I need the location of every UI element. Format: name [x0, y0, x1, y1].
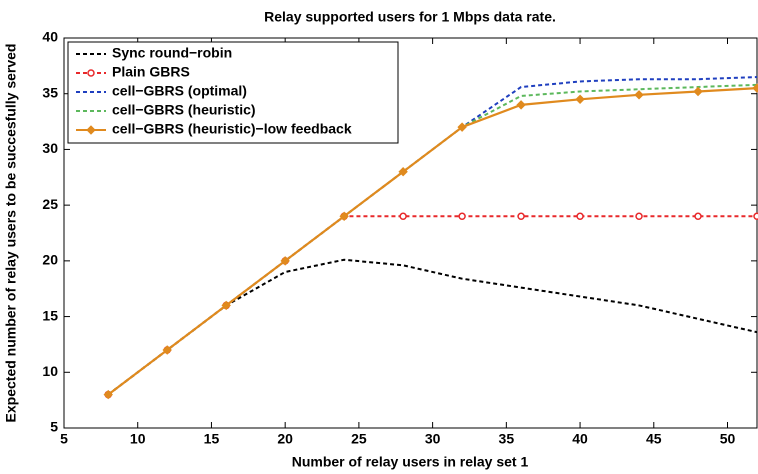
marker [86, 125, 96, 135]
marker [693, 86, 703, 97]
marker [753, 212, 758, 221]
y-tick-label: 20 [42, 252, 58, 268]
marker [280, 256, 290, 266]
y-tick-label: 10 [42, 363, 58, 379]
marker [221, 300, 231, 311]
legend-label: cell−GBRS (heuristic) [112, 102, 256, 118]
legend-label: Sync round−robin [112, 45, 232, 61]
x-tick-label: 45 [646, 431, 662, 447]
y-tick-label: 40 [42, 29, 58, 45]
marker [575, 94, 585, 104]
y-axis-label: Expected number of relay users to be suc… [3, 44, 19, 423]
marker [339, 211, 349, 221]
chart-title: Relay supported users for 1 Mbps data ra… [264, 9, 556, 25]
legend-label: Plain GBRS [112, 64, 190, 80]
marker [87, 69, 95, 77]
y-tick-label: 30 [42, 140, 58, 156]
x-tick-label: 5 [60, 431, 68, 447]
y-tick-label: 25 [42, 196, 58, 212]
legend: Sync round−robin Plain GBRS cell−GBRS (opt… [67, 41, 399, 144]
legend-label: cell−GBRS (optimal) [112, 83, 247, 99]
marker [457, 122, 467, 132]
marker [103, 389, 113, 400]
marker [398, 167, 408, 177]
marker [517, 212, 525, 221]
marker [458, 212, 466, 221]
marker [634, 90, 644, 100]
marker [399, 212, 407, 221]
marker [635, 212, 643, 221]
legend-box [67, 41, 399, 144]
x-axis-label: Number of relay users in relay set 1 [292, 454, 529, 470]
y-tick-label: 5 [50, 419, 58, 435]
series-line [107, 87, 758, 396]
x-tick-label: 40 [572, 431, 588, 447]
x-tick-label: 10 [130, 431, 146, 447]
y-tick-label: 35 [42, 84, 58, 100]
x-tick-label: 30 [425, 431, 441, 447]
x-tick-label: 20 [277, 431, 293, 447]
marker [694, 212, 702, 221]
x-tick-label: 15 [204, 431, 220, 447]
y-tick-label: 15 [42, 307, 58, 323]
marker [516, 100, 526, 110]
x-tick-label: 50 [720, 431, 736, 447]
legend-label: cell−GBRS (heuristic)−low feedback [112, 121, 352, 137]
x-tick-label: 25 [351, 431, 367, 447]
marker [576, 212, 584, 221]
marker [162, 345, 172, 355]
x-tick-label: 35 [499, 431, 515, 447]
marker [752, 83, 758, 93]
